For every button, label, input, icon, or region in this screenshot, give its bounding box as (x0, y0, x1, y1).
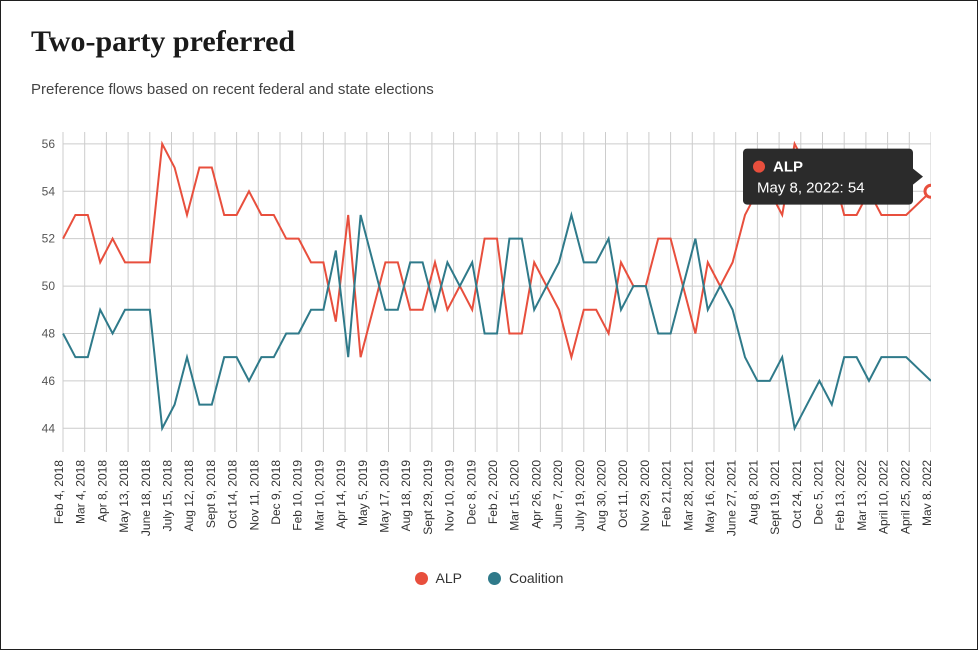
legend-dot-icon (488, 572, 501, 585)
svg-text:May 13, 2018: May 13, 2018 (117, 460, 131, 533)
svg-text:Nov 11, 2018: Nov 11, 2018 (247, 460, 261, 531)
legend-item-coalition[interactable]: Coalition (488, 570, 563, 586)
svg-text:Apr 8, 2018: Apr 8, 2018 (95, 460, 109, 522)
svg-text:52: 52 (42, 232, 56, 246)
svg-text:Aug 18, 2019: Aug 18, 2019 (399, 460, 413, 532)
chart-title: Two-party preferred (31, 25, 947, 59)
chart-plot-area[interactable]: 44 46 48 50 52 54 56 Feb 4, 2018 Mar 4, 2018 Apr … (31, 122, 947, 562)
svg-text:Sept 19, 2021: Sept 19, 2021 (768, 460, 782, 535)
svg-text:Feb 21,2021: Feb 21,2021 (660, 460, 674, 528)
svg-text:Mar 28, 2021: Mar 28, 2021 (681, 460, 695, 531)
svg-text:July 19, 2020: July 19, 2020 (573, 460, 587, 532)
svg-text:Feb 2, 2020: Feb 2, 2020 (486, 460, 500, 524)
svg-text:Aug 12, 2018: Aug 12, 2018 (182, 460, 196, 532)
chart-subtitle: Preference flows based on recent federal… (31, 81, 947, 98)
svg-text:Mar 4, 2018: Mar 4, 2018 (74, 460, 88, 524)
svg-text:Dec 9, 2018: Dec 9, 2018 (269, 460, 283, 525)
svg-text:50: 50 (42, 279, 56, 293)
svg-text:Oct 11, 2020: Oct 11, 2020 (616, 460, 630, 528)
svg-text:May 8, 2022: 54: May 8, 2022: 54 (757, 180, 865, 197)
svg-text:May 8, 2022: May 8, 2022 (920, 460, 931, 526)
svg-text:Nov 10, 2019: Nov 10, 2019 (443, 460, 457, 532)
svg-text:June 18, 2018: June 18, 2018 (139, 460, 153, 536)
svg-text:Oct 14, 2018: Oct 14, 2018 (226, 460, 240, 529)
svg-text:Apr 26, 2020: Apr 26, 2020 (529, 460, 543, 529)
legend-label: Coalition (509, 570, 563, 586)
svg-text:May 5, 2019: May 5, 2019 (356, 460, 370, 526)
legend-label: ALP (436, 570, 462, 586)
svg-text:Aug 30, 2020: Aug 30, 2020 (595, 460, 609, 532)
svg-text:Dec 8, 2019: Dec 8, 2019 (464, 460, 478, 525)
legend-dot-icon (415, 572, 428, 585)
svg-text:Sept 9, 2018: Sept 9, 2018 (204, 460, 218, 528)
svg-text:Feb 4, 2018: Feb 4, 2018 (52, 460, 66, 524)
svg-text:ALP: ALP (773, 159, 803, 176)
svg-text:June 27, 2021: June 27, 2021 (725, 460, 739, 536)
legend-item-alp[interactable]: ALP (415, 570, 462, 586)
line-chart-svg: 44 46 48 50 52 54 56 Feb 4, 2018 Mar 4, 2018 Apr … (31, 122, 931, 562)
chart-card: Two-party preferred Preference flows bas… (0, 0, 978, 650)
svg-text:48: 48 (42, 326, 56, 340)
svg-text:July 15, 2018: July 15, 2018 (161, 460, 175, 532)
svg-text:Oct 24, 2021: Oct 24, 2021 (790, 460, 804, 529)
svg-text:May 16, 2021: May 16, 2021 (703, 460, 717, 533)
svg-text:May 17, 2019: May 17, 2019 (378, 460, 392, 533)
svg-text:June 7, 2020: June 7, 2020 (551, 460, 565, 530)
svg-text:Aug 8, 2021: Aug 8, 2021 (746, 460, 760, 525)
svg-text:Feb 10, 2019: Feb 10, 2019 (291, 460, 305, 531)
svg-text:54: 54 (42, 184, 56, 198)
svg-text:Mar 15, 2020: Mar 15, 2020 (508, 460, 522, 531)
svg-text:Apr 14, 2019: Apr 14, 2019 (334, 460, 348, 529)
svg-text:56: 56 (42, 137, 56, 151)
svg-text:Mar 10, 2019: Mar 10, 2019 (312, 460, 326, 531)
chart-legend: ALP Coalition (31, 570, 947, 586)
svg-text:Dec 5, 2021: Dec 5, 2021 (812, 460, 826, 525)
svg-text:Sept 29, 2019: Sept 29, 2019 (421, 460, 435, 535)
svg-text:46: 46 (42, 374, 56, 388)
svg-text:April 10, 2022: April 10, 2022 (877, 460, 891, 534)
svg-text:Mar 13, 2022: Mar 13, 2022 (855, 460, 869, 531)
svg-text:April 25, 2022: April 25, 2022 (898, 460, 912, 534)
svg-text:Nov 29, 2020: Nov 29, 2020 (638, 460, 652, 532)
svg-text:44: 44 (42, 421, 56, 435)
svg-text:Feb 13, 2022: Feb 13, 2022 (833, 460, 847, 531)
